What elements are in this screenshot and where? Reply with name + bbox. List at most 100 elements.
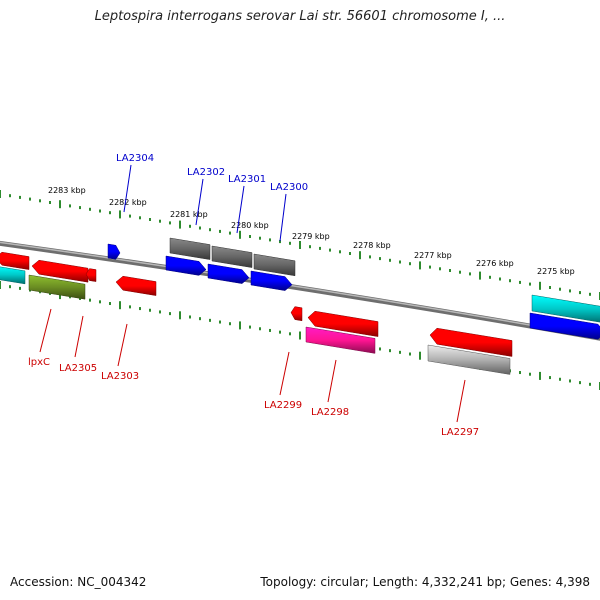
scale-tick-outer bbox=[379, 257, 381, 261]
scale-tick-outer bbox=[29, 197, 31, 201]
scale-tick-inner bbox=[279, 330, 281, 334]
gene-feature[interactable] bbox=[115, 275, 157, 296]
gene-label-forward[interactable]: LA2304 bbox=[116, 153, 154, 164]
scale-tick-outer bbox=[209, 228, 211, 232]
gene-label-reverse[interactable]: lpxC bbox=[28, 357, 50, 368]
gene-label-forward[interactable]: LA2302 bbox=[187, 167, 225, 178]
gene-leader-line bbox=[279, 193, 287, 242]
genome-backbone-highlight bbox=[0, 241, 600, 338]
scale-tick-outer bbox=[159, 219, 161, 223]
scale-tick-inner bbox=[579, 381, 581, 385]
accession-text: Accession: NC_004342 bbox=[10, 575, 147, 589]
gene-feature[interactable] bbox=[107, 243, 121, 260]
scale-tick-outer bbox=[349, 252, 351, 255]
scale-tick-outer bbox=[49, 201, 51, 204]
scale-tick-outer bbox=[499, 277, 501, 281]
scale-tick-inner bbox=[419, 351, 421, 360]
scale-tick-outer bbox=[229, 231, 231, 235]
scale-label: 2276 kbp bbox=[476, 259, 514, 268]
scale-tick-inner bbox=[249, 325, 251, 329]
gene-label-reverse[interactable]: LA2303 bbox=[101, 371, 139, 382]
gene-feature[interactable] bbox=[207, 263, 250, 284]
scale-label: 2283 kbp bbox=[48, 186, 86, 195]
genome-backbone bbox=[0, 240, 600, 341]
scale-tick-inner bbox=[199, 317, 201, 321]
scale-tick-inner bbox=[179, 311, 181, 320]
scale-tick-outer bbox=[299, 241, 301, 249]
scale-tick-inner bbox=[209, 318, 211, 322]
scale-tick-outer bbox=[439, 267, 441, 271]
scale-tick-outer bbox=[419, 261, 421, 270]
scale-tick-outer bbox=[79, 206, 81, 210]
scale-label: 2278 kbp bbox=[353, 241, 391, 250]
scale-tick-inner bbox=[219, 320, 221, 324]
gene-feature[interactable] bbox=[305, 326, 376, 354]
scale-tick-inner bbox=[159, 310, 161, 314]
scale-tick-outer bbox=[509, 279, 511, 283]
scale-label: 2279 kbp bbox=[292, 232, 330, 241]
scale-tick-outer bbox=[549, 286, 551, 289]
scale-label: 2281 kbp bbox=[170, 210, 208, 219]
gene-feature[interactable] bbox=[0, 266, 26, 285]
scale-tick-outer bbox=[189, 224, 191, 228]
gene-leader-line bbox=[39, 308, 52, 353]
scale-tick-outer bbox=[459, 270, 461, 274]
gene-feature[interactable] bbox=[290, 306, 303, 322]
scale-tick-outer bbox=[219, 229, 221, 233]
scale-tick-outer bbox=[109, 211, 111, 215]
gene-label-reverse[interactable]: LA2298 bbox=[311, 407, 349, 418]
gene-feature[interactable] bbox=[427, 344, 511, 375]
gene-leader-line bbox=[195, 178, 204, 226]
gene-feature[interactable] bbox=[28, 274, 86, 300]
gene-feature[interactable] bbox=[169, 237, 211, 260]
scale-tick-inner bbox=[529, 372, 531, 376]
scale-tick-inner bbox=[299, 331, 301, 340]
scale-tick-outer bbox=[319, 246, 321, 250]
gene-feature[interactable] bbox=[165, 255, 207, 276]
gene-label-reverse[interactable]: LA2305 bbox=[59, 363, 97, 374]
scale-tick-outer bbox=[269, 238, 271, 242]
scale-tick-outer bbox=[149, 218, 151, 221]
gene-leader-line bbox=[279, 351, 290, 396]
scale-tick-outer bbox=[559, 287, 561, 291]
gene-leader-line bbox=[327, 359, 337, 403]
map-title: Leptospira interrogans serovar Lai str. … bbox=[94, 9, 506, 24]
gene-feature[interactable] bbox=[250, 270, 293, 291]
scale-tick-inner bbox=[239, 321, 241, 330]
gene-feature[interactable] bbox=[85, 268, 97, 282]
gene-label-reverse[interactable]: LA2299 bbox=[264, 400, 302, 411]
scale-tick-inner bbox=[379, 347, 381, 351]
scale-label: 2280 kbp bbox=[231, 221, 269, 230]
gene-feature[interactable] bbox=[31, 259, 89, 283]
scale-tick-inner bbox=[189, 315, 191, 319]
scale-tick-outer bbox=[19, 195, 21, 199]
scale-tick-inner bbox=[129, 305, 131, 309]
scale-tick-inner bbox=[89, 298, 91, 302]
gene-feature[interactable] bbox=[211, 245, 253, 268]
scale-tick-outer bbox=[589, 292, 591, 296]
gene-feature[interactable] bbox=[429, 327, 513, 357]
scale-tick-inner bbox=[519, 371, 521, 375]
scale-tick-outer bbox=[369, 255, 371, 259]
scale-tick-outer bbox=[249, 235, 251, 238]
gene-feature[interactable] bbox=[307, 310, 379, 337]
scale-tick-outer bbox=[329, 248, 331, 252]
gene-feature[interactable] bbox=[0, 251, 30, 270]
topology-text: Topology: circular; Length: 4,332,241 bp… bbox=[260, 575, 590, 589]
backbone-layer bbox=[0, 240, 600, 341]
gene-feature[interactable] bbox=[531, 294, 600, 323]
scale-tick-outer bbox=[489, 275, 491, 279]
gene-label-forward[interactable]: LA2301 bbox=[228, 174, 266, 185]
scale-tick-outer bbox=[389, 258, 391, 262]
gene-label-forward[interactable]: LA2300 bbox=[270, 182, 308, 193]
gene-feature[interactable] bbox=[529, 312, 600, 340]
gene-leader-line bbox=[236, 185, 245, 234]
scale-tick-inner bbox=[149, 308, 151, 312]
scale-tick-inner bbox=[139, 307, 141, 311]
scale-tick-outer bbox=[279, 240, 281, 244]
gene-leader-line bbox=[456, 379, 466, 423]
scale-tick-outer bbox=[399, 260, 401, 264]
gene-feature[interactable] bbox=[253, 253, 296, 277]
gene-label-reverse[interactable]: LA2297 bbox=[441, 427, 479, 438]
scale-tick-inner bbox=[99, 300, 101, 304]
